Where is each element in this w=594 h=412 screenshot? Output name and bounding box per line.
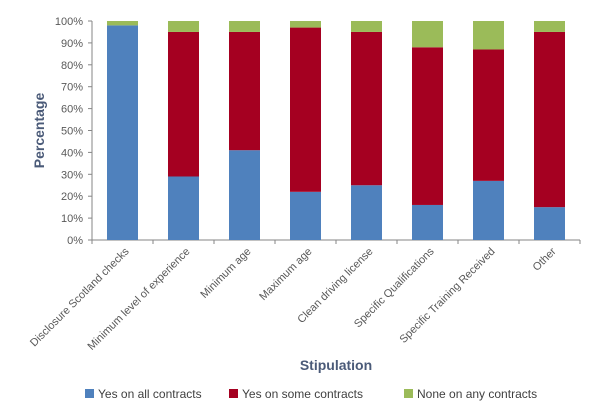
bar-yes-on-some-contracts-specific-qualifications	[412, 47, 443, 205]
bar-none-on-any-contracts-minimum-age	[229, 21, 260, 32]
bar-none-on-any-contracts-maximum-age	[290, 21, 321, 28]
bar-none-on-any-contracts-clean-driving-license	[351, 21, 382, 32]
legend-label-yes-on-some-contracts: Yes on some contracts	[242, 387, 363, 401]
bar-none-on-any-contracts-disclosure-scotland-checks	[107, 21, 138, 26]
x-tick-label: Disclosure Scotland checks	[28, 245, 132, 349]
y-tick-label: 50%	[61, 126, 83, 138]
bar-yes-on-all-contracts-other	[534, 207, 565, 240]
legend-swatch-none-on-any-contracts	[404, 389, 413, 398]
bar-yes-on-all-contracts-specific-qualifications	[412, 204, 443, 240]
x-axis-title: Stipulation	[300, 357, 372, 373]
bar-yes-on-some-contracts-minimum-level-of-experience	[168, 31, 199, 177]
bar-none-on-any-contracts-minimum-level-of-experience	[168, 21, 199, 32]
y-tick-label: 60%	[61, 104, 83, 116]
bar-yes-on-all-contracts-maximum-age	[290, 191, 321, 240]
bar-yes-on-some-contracts-maximum-age	[290, 27, 321, 192]
y-tick-label: 80%	[61, 60, 83, 72]
y-tick-label: 70%	[61, 82, 83, 94]
x-tick-label: Maximum age	[257, 246, 314, 303]
bar-none-on-any-contracts-specific-qualifications	[412, 21, 443, 48]
bar-yes-on-some-contracts-minimum-age	[229, 31, 260, 151]
y-tick-label: 40%	[61, 147, 83, 159]
legend-label-yes-on-all-contracts: Yes on all contracts	[98, 387, 202, 401]
y-tick-label: 10%	[61, 213, 83, 225]
bar-yes-on-all-contracts-specific-training-received	[473, 180, 504, 240]
y-tick-label: 100%	[55, 16, 83, 28]
y-tick-label: 20%	[61, 191, 83, 203]
y-tick-label: 30%	[61, 169, 83, 181]
y-tick-label: 90%	[61, 38, 83, 50]
x-tick-label: Minimum age	[198, 246, 253, 301]
bar-yes-on-some-contracts-specific-training-received	[473, 49, 504, 181]
bar-none-on-any-contracts-other	[534, 21, 565, 32]
bar-yes-on-all-contracts-disclosure-scotland-checks	[107, 25, 138, 240]
bar-yes-on-all-contracts-clean-driving-license	[351, 185, 382, 240]
x-tick-label: Other	[531, 245, 559, 273]
bar-yes-on-some-contracts-other	[534, 31, 565, 208]
y-axis-title: Percentage	[31, 93, 47, 169]
legend: Yes on all contracts Yes on some contract…	[85, 387, 537, 401]
bar-yes-on-all-contracts-minimum-age	[229, 150, 260, 240]
legend-swatch-yes-on-some-contracts	[229, 389, 238, 398]
bar-none-on-any-contracts-specific-training-received	[473, 21, 504, 50]
x-tick-label: Minimum level of experience	[86, 246, 193, 353]
bars	[107, 21, 565, 240]
y-axis-ticks: 0% 10% 20% 30% 40% 50% 60% 70% 80% 90% 100%	[55, 16, 581, 247]
bar-yes-on-all-contracts-minimum-level-of-experience	[168, 176, 199, 240]
legend-label-none-on-any-contracts: None on any contracts	[417, 387, 537, 401]
bar-yes-on-some-contracts-clean-driving-license	[351, 31, 382, 186]
y-tick-label: 0%	[67, 235, 83, 247]
legend-swatch-yes-on-all-contracts	[85, 389, 94, 398]
